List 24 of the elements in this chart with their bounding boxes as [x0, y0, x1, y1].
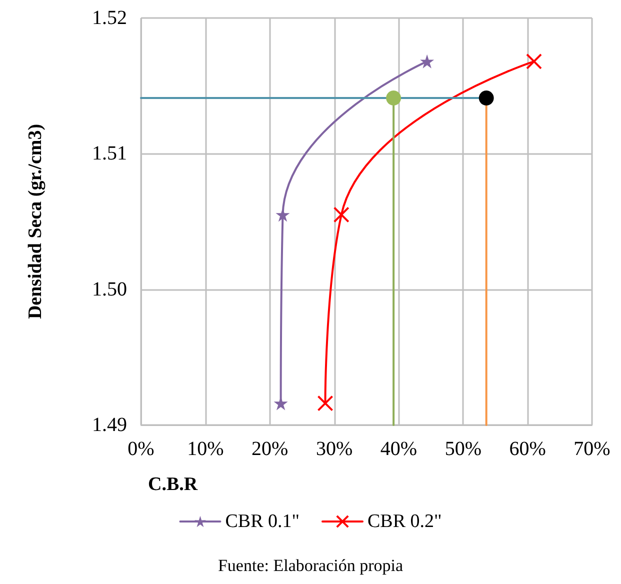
y-tick-label: 1.49 — [92, 414, 127, 436]
source-note: Fuente: Elaboración propia — [218, 556, 404, 575]
point — [526, 53, 542, 70]
y-tick-label: 1.50 — [92, 278, 127, 300]
point — [478, 90, 494, 106]
y-axis-title: Densidad Seca (gr./cm3) — [25, 124, 46, 320]
point — [276, 208, 290, 222]
y-tick-label: 1.51 — [92, 142, 127, 165]
point — [333, 206, 350, 223]
y-tick-label: 1.52 — [92, 7, 127, 29]
x-tick-label: 20% — [252, 438, 288, 460]
point — [420, 54, 434, 68]
x-tick-label: 70% — [574, 438, 610, 460]
x-tick-label: 50% — [444, 438, 482, 460]
legend-label: CBR 0.1" — [225, 511, 300, 532]
x-tick-label: 60% — [509, 438, 546, 460]
x-tick-label: 30% — [316, 438, 353, 460]
x-tick-label: 0% — [128, 438, 154, 460]
legend-label: CBR 0.2" — [368, 511, 442, 532]
x-tick-label: 10% — [187, 438, 224, 460]
x-axis-title: C.B.R — [148, 474, 198, 495]
point — [317, 395, 334, 412]
point — [386, 90, 402, 106]
x-tick-label: 40% — [380, 438, 418, 460]
